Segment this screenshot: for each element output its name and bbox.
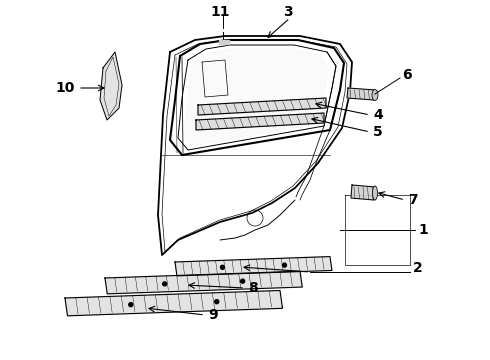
Polygon shape	[184, 49, 328, 146]
Text: 3: 3	[283, 5, 293, 19]
Text: 1: 1	[418, 223, 428, 237]
Polygon shape	[65, 291, 283, 316]
Circle shape	[282, 263, 287, 267]
Circle shape	[241, 279, 245, 283]
Text: 7: 7	[408, 193, 417, 207]
Text: 8: 8	[248, 281, 258, 295]
Text: 2: 2	[413, 261, 423, 275]
Circle shape	[163, 282, 167, 286]
Polygon shape	[351, 185, 375, 200]
Polygon shape	[105, 271, 302, 294]
Polygon shape	[196, 113, 324, 130]
Text: 4: 4	[373, 108, 383, 122]
Polygon shape	[100, 52, 122, 120]
Circle shape	[215, 300, 219, 303]
Polygon shape	[198, 98, 326, 115]
Ellipse shape	[372, 186, 377, 200]
Text: 9: 9	[208, 308, 218, 322]
Text: 10: 10	[56, 81, 75, 95]
Text: 6: 6	[402, 68, 412, 82]
Text: 11: 11	[210, 5, 230, 19]
Circle shape	[220, 265, 224, 269]
Polygon shape	[175, 257, 332, 276]
Polygon shape	[219, 40, 229, 44]
Circle shape	[129, 303, 133, 307]
Text: 5: 5	[373, 125, 383, 139]
Ellipse shape	[372, 90, 378, 100]
Polygon shape	[347, 88, 375, 100]
